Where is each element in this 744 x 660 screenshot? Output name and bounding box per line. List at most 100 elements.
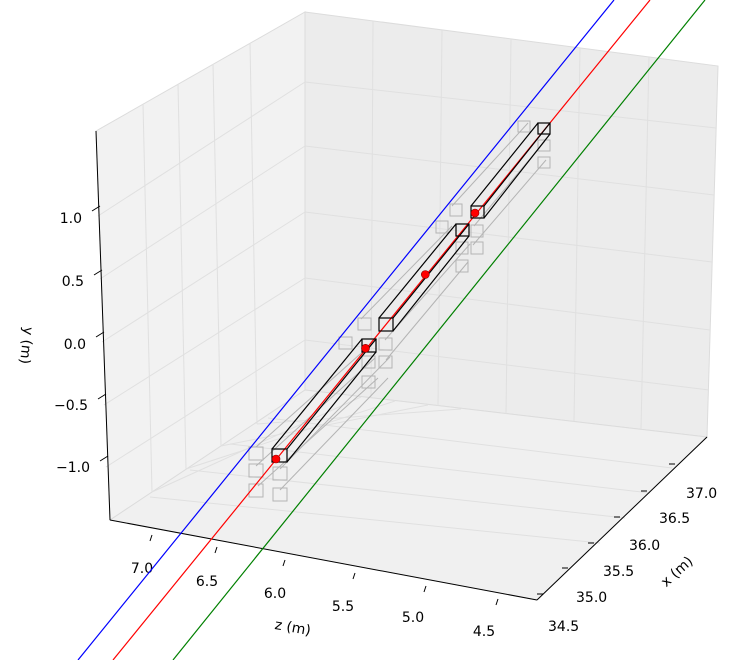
grid-line <box>142 103 153 493</box>
ghost-box <box>470 241 484 255</box>
ghost-box <box>517 120 531 133</box>
y-tick-label: 0.5 <box>62 274 84 290</box>
y-axis-label: y (m) <box>16 326 36 365</box>
blue-line <box>77 0 615 660</box>
grid-line <box>99 145 306 280</box>
z-tick-mark <box>282 559 286 567</box>
ghost-box <box>361 355 376 369</box>
ghost-box <box>378 337 393 351</box>
y-tick-labels: −1.0 −0.5 0.0 0.5 1.0 <box>54 211 90 476</box>
beam-edge <box>483 133 551 219</box>
z-tick-label: 4.5 <box>473 624 495 640</box>
z-tick-mark <box>214 546 218 554</box>
grid-line <box>304 277 711 331</box>
ghost-beam-edge <box>279 377 389 491</box>
beam-edge <box>286 351 377 463</box>
ghost-box <box>272 487 288 502</box>
x-tick-label: 37.0 <box>686 486 717 502</box>
beam-edge <box>392 235 470 332</box>
z-tick-label: 6.0 <box>264 586 286 602</box>
x-tick-label: 36.0 <box>629 538 660 554</box>
y-tick-label: −1.0 <box>56 460 90 476</box>
beam-elements <box>271 122 551 463</box>
x-tick-labels: 34.5 35.0 35.5 36.0 36.5 37.0 <box>548 486 717 635</box>
ghost-beam-edge <box>360 225 453 320</box>
y-tick-label: 1.0 <box>60 211 82 227</box>
z-axis-label: z (m) <box>273 617 312 639</box>
ghost-box <box>449 203 463 217</box>
x-tick-label: 36.5 <box>659 511 690 527</box>
z-tick-label: 5.5 <box>332 599 354 615</box>
data-points <box>271 208 480 464</box>
z-tick-mark <box>423 585 427 593</box>
z-tick-label: 6.5 <box>196 574 218 590</box>
ghost-box <box>435 220 449 234</box>
x-axis-line <box>536 436 708 601</box>
grid-line <box>212 63 222 447</box>
grid-line <box>267 417 673 469</box>
x-tick-label: 35.5 <box>603 564 634 580</box>
grid-line <box>149 496 601 544</box>
grid-line <box>229 443 651 494</box>
grid-line <box>304 81 717 129</box>
ghost-beam-edge <box>472 159 547 246</box>
beam-box <box>271 448 288 463</box>
ghost-box <box>248 463 264 478</box>
data-point <box>470 208 480 218</box>
z-tick-label: 5.0 <box>402 610 424 626</box>
grid-lines <box>97 20 717 544</box>
grid-line <box>101 211 306 343</box>
z-tick-mark <box>352 572 356 580</box>
ghost-box <box>455 259 469 273</box>
grid-line <box>177 83 187 470</box>
ghost-box <box>537 156 551 169</box>
ghost-beam-edge <box>255 338 378 448</box>
ghost-beam-edge <box>451 122 529 207</box>
beam-box <box>361 338 377 353</box>
y-tick-mark <box>95 331 105 338</box>
grid-line <box>573 47 581 422</box>
ghost-beam-edge <box>257 377 379 487</box>
ghost-box <box>338 336 353 350</box>
y-axis-line <box>95 130 111 521</box>
beam-edge <box>286 338 377 450</box>
grid-line <box>256 408 462 425</box>
grid-line <box>97 81 306 217</box>
grid-line <box>105 339 306 468</box>
grid-line <box>103 277 306 406</box>
red-line <box>112 0 651 660</box>
y-tick-label: −0.5 <box>54 398 88 414</box>
y-tick-mark <box>91 205 101 212</box>
beam-box <box>455 223 470 237</box>
beam-edge <box>271 338 363 450</box>
z-tick-labels: 7.0 6.5 6.0 5.5 5.0 4.5 <box>131 561 495 640</box>
grid-line <box>505 38 512 415</box>
grid-line <box>249 42 258 425</box>
ghost-box <box>537 139 551 152</box>
grid-line <box>304 145 715 196</box>
y-tick-mark <box>97 393 107 400</box>
y-tick-mark <box>93 269 103 276</box>
data-point <box>361 343 370 353</box>
ghost-box <box>361 375 376 389</box>
ghost-box <box>357 317 372 331</box>
z-tick-mark <box>495 598 499 606</box>
x-tick-label: 35.0 <box>576 590 607 606</box>
x-axis-label: x (m) <box>658 554 696 591</box>
y-tick-label: 0.0 <box>64 337 86 353</box>
grid-line <box>304 211 713 263</box>
ghost-box <box>470 224 484 238</box>
beam-edge <box>378 223 457 319</box>
reference-lines <box>77 0 706 660</box>
grid-line <box>640 56 650 430</box>
beam-edge <box>483 122 551 207</box>
grid-line <box>304 339 710 391</box>
beam-edge <box>392 223 470 319</box>
data-point <box>271 454 281 464</box>
green-line <box>172 0 706 660</box>
grid-line <box>189 469 626 519</box>
ghost-box <box>378 355 393 369</box>
ghost-box <box>272 466 288 481</box>
grid-line <box>370 20 374 399</box>
